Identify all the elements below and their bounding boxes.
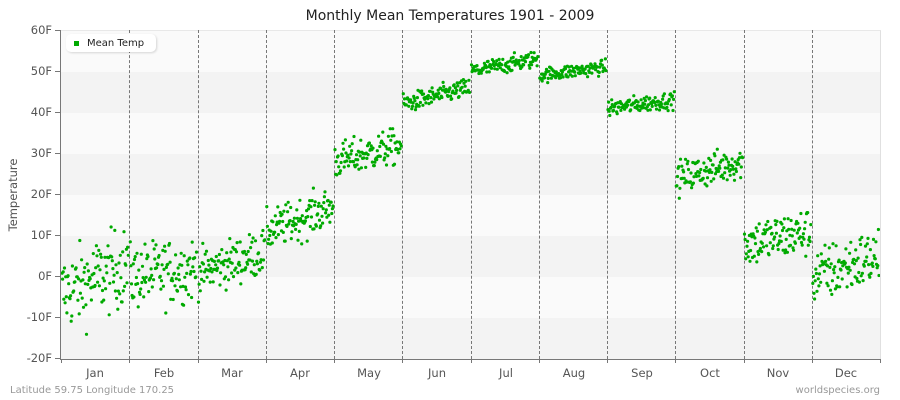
source-credit: worldspecies.org [795,385,880,396]
x-tick-label: Feb [153,366,175,380]
y-tick-label: 0F [38,269,52,283]
x-tick-label: Aug [562,366,586,380]
month-separator [675,30,677,359]
y-tick-label: 50F [30,64,52,78]
y-tick-label: 20F [30,187,52,201]
x-tick-label: Apr [290,366,310,380]
month-separator [334,30,335,359]
legend[interactable]: Mean Temp [66,34,157,52]
month-separator [129,30,131,359]
y-tick-label: 10F [30,228,52,242]
x-tick-label: Dec [834,366,858,380]
chart-title: Monthly Mean Temperatures 1901 - 2009 [305,8,595,24]
y-tick-label: 30F [30,146,52,160]
legend-label: Mean Temp [87,37,145,49]
x-tick-label: Jul [499,366,513,380]
x-tick-label: Sep [631,366,653,380]
month-separator [402,30,404,359]
x-tick-label: Oct [700,366,720,380]
scatter-points [61,50,880,336]
month-separator [265,30,267,359]
x-tick-label: Nov [766,366,790,380]
y-axis-title: Temperature [6,158,20,232]
x-axis-line [60,359,881,360]
x-tick-label: Jan [86,366,104,380]
y-tick-label: -10F [26,310,52,324]
x-tick-label: Jun [428,366,446,380]
month-separator [197,30,199,359]
y-tick-label: 60F [30,23,52,37]
y-tick-label: -20F [26,351,52,365]
legend-marker-icon [74,40,79,46]
coordinates-caption: Latitude 59.75 Longitude 170.25 [10,385,175,396]
month-separator [743,30,745,359]
x-tick-label: May [357,366,381,380]
x-tick-label: Mar [221,366,243,380]
month-separator [607,30,608,359]
y-axis-line [60,30,61,360]
month-separator [538,30,540,359]
month-separator [811,30,813,359]
month-separator [470,30,472,359]
y-tick-label: 40F [30,105,52,119]
